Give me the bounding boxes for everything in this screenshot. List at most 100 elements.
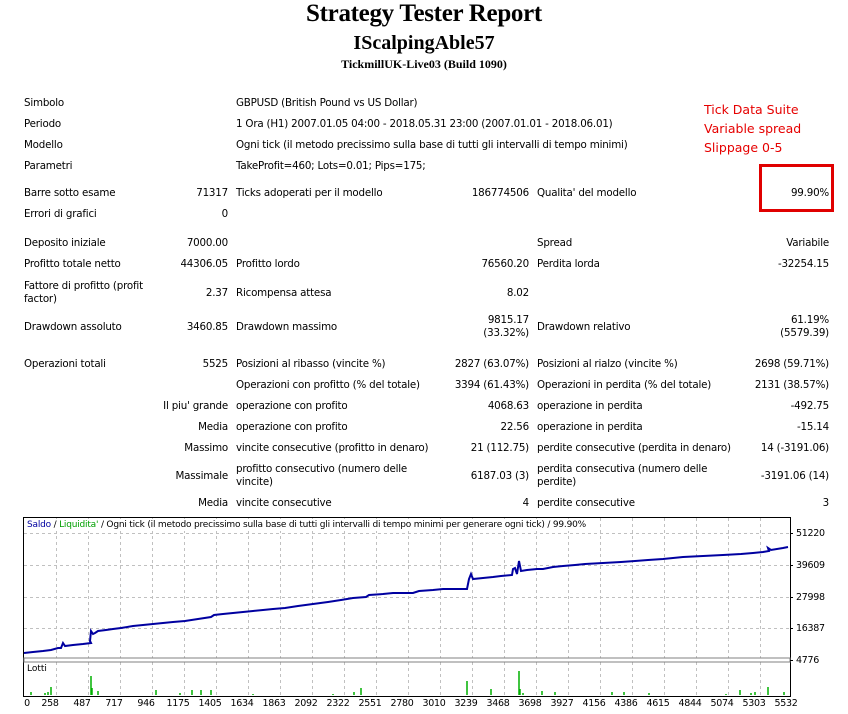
rialzo-label: Posizioni al rialzo (vincite %) xyxy=(537,358,678,370)
perdita-lorda-value: -32254.15 xyxy=(777,258,829,270)
deposito-label: Deposito iniziale xyxy=(24,237,106,249)
row-win-label: vincite consecutive xyxy=(236,497,332,509)
barre-label: Barre sotto esame xyxy=(24,187,116,199)
errori-value: 0 xyxy=(221,208,229,220)
row-loss-value: -15.14 xyxy=(797,421,829,433)
row-prefix: Massimo xyxy=(184,442,228,454)
x-axis-label: 3010 xyxy=(422,698,446,709)
row-win-value: 4068.63 xyxy=(487,400,529,412)
parametri-value: TakeProfit=460; Lots=0.01; Pips=175; xyxy=(236,160,426,172)
ribasso-label: Posizioni al ribasso (vincite %) xyxy=(236,358,386,370)
dd-relativo-label: Drawdown relativo xyxy=(537,321,631,333)
row-prefix: Il piu' grande xyxy=(163,400,228,412)
netto-label: Profitto totale netto xyxy=(24,258,121,270)
x-axis-label: 3468 xyxy=(486,698,510,709)
row-win-label: vincite consecutive (profitto in denaro) xyxy=(236,442,429,454)
chart-legend: Saldo / Liquidita' / Ogni tick (il metod… xyxy=(27,520,586,530)
row-win-label: profitto consecutivo (numero delle vinci… xyxy=(236,463,408,488)
perdita-label: Operazioni in perdita (% del totale) xyxy=(537,379,712,391)
report-title: Strategy Tester Report xyxy=(306,0,542,27)
modello-label: Modello xyxy=(24,139,63,151)
quality-highlight-box xyxy=(759,164,834,212)
x-axis-label: 4844 xyxy=(678,698,702,709)
periodo-value: 1 Ora (H1) 2007.01.05 04:00 - 2018.05.31… xyxy=(236,118,613,130)
y-axis-label: 16387 xyxy=(796,623,825,634)
x-axis-label: 5303 xyxy=(742,698,766,709)
balance-chart-svg xyxy=(23,517,793,697)
deposito-value: 7000.00 xyxy=(186,237,228,249)
x-axis-label: 1175 xyxy=(166,698,190,709)
lordo-label: Profitto lordo xyxy=(236,258,300,270)
server-build: TickmillUK-Live03 (Build 1090) xyxy=(341,57,507,71)
x-axis-label: 2780 xyxy=(390,698,414,709)
x-axis-label: 3239 xyxy=(454,698,478,709)
row-loss-label: perdite consecutive xyxy=(537,497,635,509)
spread-value: Variabile xyxy=(786,237,829,249)
x-axis-label: 4386 xyxy=(614,698,638,709)
x-axis-label: 1405 xyxy=(198,698,222,709)
perdita-value: 2131 (38.57%) xyxy=(754,379,829,391)
expert-name: IScalpingAble57 xyxy=(353,32,495,54)
row-loss-label: operazione in perdita xyxy=(537,400,643,412)
dd-relativo-amount: (5579.39) xyxy=(780,327,829,339)
row-win-label: operazione con profito xyxy=(236,421,348,433)
balance-chart xyxy=(23,517,793,698)
qualita-label: Qualita' del modello xyxy=(537,187,637,199)
totali-label: Operazioni totali xyxy=(24,358,106,370)
rialzo-value: 2698 (59.71%) xyxy=(754,358,829,370)
row-prefix: Media xyxy=(198,421,228,433)
fattore-value: 2.37 xyxy=(205,287,228,299)
lots-panel-label: Lotti xyxy=(27,664,47,674)
parametri-label: Parametri xyxy=(24,160,73,172)
perdita-lorda-label: Perdita lorda xyxy=(537,258,600,270)
lots-bars xyxy=(30,671,785,695)
barre-value: 71317 xyxy=(196,187,228,199)
simbolo-value: GBPUSD (British Pound vs US Dollar) xyxy=(236,97,418,109)
qualita-value: 99.90% xyxy=(790,187,829,199)
row-win-value: 4 xyxy=(522,497,530,509)
errori-label: Errori di grafici xyxy=(24,208,97,220)
y-axis-label: 4776 xyxy=(796,655,819,666)
row-win-value: 22.56 xyxy=(500,421,530,433)
row-loss-value: 3 xyxy=(822,497,830,509)
dd-assoluto-label: Drawdown assoluto xyxy=(24,321,122,333)
y-axis-label: 27998 xyxy=(796,592,825,603)
x-axis-label: 1634 xyxy=(230,698,254,709)
profitto-label: Operazioni con profitto (% del totale) xyxy=(236,379,420,391)
annotation-line: Tick Data Suite xyxy=(704,102,799,117)
x-axis-label: 3698 xyxy=(518,698,542,709)
annotation-line: Variable spread xyxy=(704,121,802,136)
row-loss-value: -492.75 xyxy=(790,400,830,412)
row-loss-value: -3191.06 (14) xyxy=(760,470,829,482)
ricompensa-label: Ricompensa attesa xyxy=(236,287,332,299)
profitto-value: 3394 (61.43%) xyxy=(454,379,529,391)
annotation-note: Tick Data Suite Variable spread Slippage… xyxy=(704,100,801,157)
dd-relativo-value: 61.19% xyxy=(790,314,829,326)
x-axis-label: 5532 xyxy=(774,698,798,709)
legend-saldo: Saldo xyxy=(27,520,51,530)
legend-liquidita: Liquidita' xyxy=(59,520,99,530)
ricompensa-value: 8.02 xyxy=(506,287,529,299)
dd-assoluto-value: 3460.85 xyxy=(186,321,228,333)
x-axis-label: 487 xyxy=(73,698,91,709)
row-loss-label: operazione in perdita xyxy=(537,421,643,433)
row-win-label: operazione con profito xyxy=(236,400,348,412)
annotation-line: Slippage 0-5 xyxy=(704,140,783,155)
ticks-label: Ticks adoperati per il modello xyxy=(236,187,383,199)
x-axis-label: 1863 xyxy=(262,698,286,709)
netto-value: 44306.05 xyxy=(180,258,228,270)
x-axis-label: 258 xyxy=(41,698,59,709)
ribasso-value: 2827 (63.07%) xyxy=(454,358,529,370)
row-loss-label: perdita consecutiva (numero delle perdit… xyxy=(537,463,708,488)
simbolo-label: Simbolo xyxy=(24,97,65,109)
x-axis-label: 5074 xyxy=(710,698,734,709)
y-axis-label: 39609 xyxy=(796,560,825,571)
row-prefix: Media xyxy=(198,497,228,509)
x-axis-label: 2092 xyxy=(294,698,318,709)
horizontal-gridlines xyxy=(24,533,790,629)
x-axis-label: 4156 xyxy=(582,698,606,709)
legend-description: / Ogni tick (il metodo precissimo sulla … xyxy=(98,520,586,530)
legend-separator: / xyxy=(50,520,60,530)
dd-massimo-value: 9815.17 xyxy=(487,314,529,326)
x-axis-label: 3927 xyxy=(550,698,574,709)
